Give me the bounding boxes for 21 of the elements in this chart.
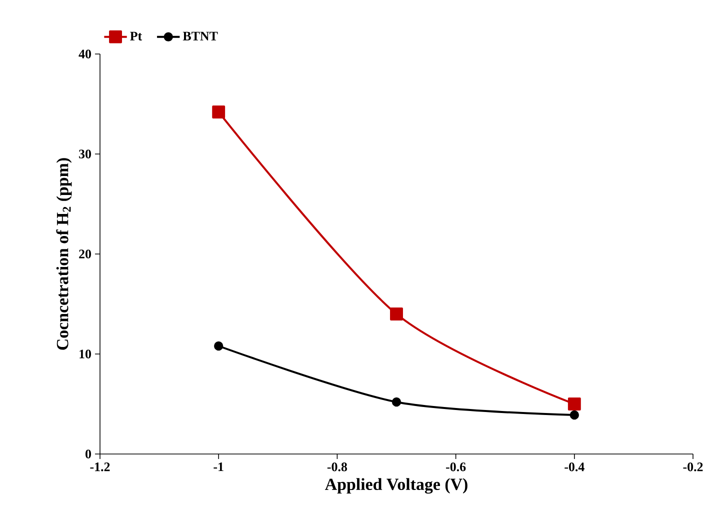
y-tick-label: 20 <box>79 250 92 258</box>
y-tick-label: 10 <box>80 350 92 358</box>
point <box>214 341 224 351</box>
point <box>390 308 403 320</box>
legend-label: Pt <box>130 32 142 40</box>
legend-label: BTNT <box>182 32 218 40</box>
x-tick-label: -0.8 <box>327 462 348 472</box>
x-tick-label: -0.2 <box>683 462 703 472</box>
y-axis-title: Cocncetration of H$_{2}$ (ppm) <box>56 158 72 350</box>
x-tick-label: -1.2 <box>90 462 110 472</box>
x-tick-label: -0.4 <box>564 462 584 472</box>
point <box>568 398 581 410</box>
point <box>392 397 402 407</box>
point <box>212 106 226 118</box>
x-tick-label: -0.6 <box>446 462 466 472</box>
x-axis-title: Applied Voltage (V) <box>325 478 468 494</box>
y-tick-label: 30 <box>79 150 92 158</box>
point <box>570 410 579 420</box>
x-tick-label: -1 <box>214 462 224 472</box>
y-tick-label: 40 <box>78 50 92 58</box>
y-tick-label: 0 <box>86 450 92 458</box>
